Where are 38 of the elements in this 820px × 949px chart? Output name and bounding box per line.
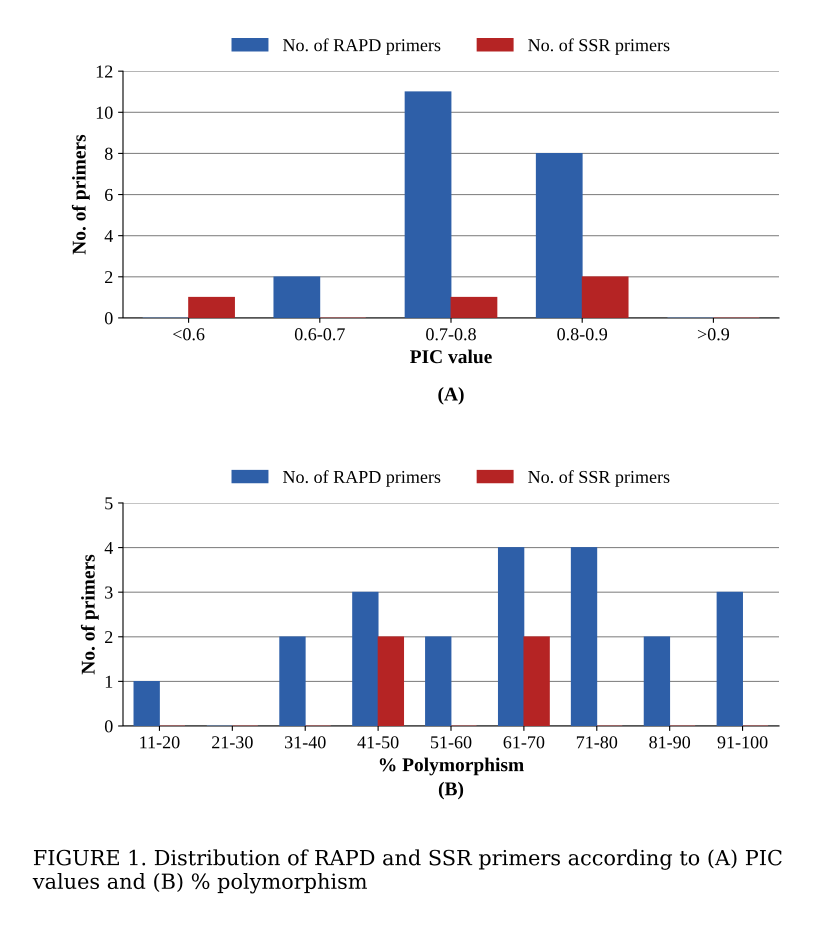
legend-label: No. of RAPD primers: [283, 38, 440, 55]
x-tick-label: 11-20: [140, 736, 180, 748]
y-axis-title: No. of primers: [72, 134, 90, 254]
x-tick-label: 71-80: [576, 736, 618, 748]
y-tick-label: 8: [104, 148, 113, 160]
x-tick-label: <0.6: [173, 328, 204, 340]
x-tick-label: 31-40: [285, 736, 326, 748]
y-axis-title: No. of primers: [80, 554, 99, 674]
x-tick-label: 91-100: [718, 736, 768, 748]
text: (B): [438, 782, 464, 800]
y-tick-label: 2: [105, 631, 112, 644]
y-tick-label: 4: [104, 542, 113, 554]
y-tick-label: 5: [105, 497, 113, 510]
x-tick-label: 41-50: [357, 736, 398, 748]
caption: FIGURE 1. Distribution of RAPD and SSR primers according to (A) PIC values and (B) % polymorphism: [32, 849, 782, 894]
legend-label: No. of SSR primers: [528, 38, 670, 55]
y-tick-label: 10: [96, 106, 113, 119]
x-tick-label: 21-30: [212, 736, 253, 748]
legend-label: No. of RAPD primers: [283, 470, 440, 487]
y-tick-label: 3: [105, 586, 113, 599]
y-tick-label: 2: [105, 271, 112, 284]
x-axis-title: % Polymorphism: [380, 758, 524, 776]
legend-label: No. of SSR primers: [528, 470, 670, 487]
x-tick-label: 0.8-0.9: [557, 328, 608, 340]
x-tick-label: >0.9: [698, 328, 730, 340]
y-tick-label: 12: [96, 65, 112, 78]
x-tick-label: 0.7-0.8: [426, 328, 476, 340]
y-tick-label: 0: [104, 312, 113, 324]
y-tick-label: 6: [105, 188, 113, 201]
x-tick-label: 61-70: [504, 736, 544, 748]
text: (A): [438, 387, 464, 405]
x-axis-title: PIC value: [410, 350, 492, 364]
y-tick-label: 4: [104, 230, 113, 242]
x-tick-label: 51-60: [430, 736, 472, 748]
y-tick-label: 1: [106, 676, 112, 688]
x-tick-label: 0.6-0.7: [294, 328, 345, 340]
x-tick-label: 81-90: [649, 736, 690, 748]
y-tick-label: 0: [104, 720, 113, 732]
